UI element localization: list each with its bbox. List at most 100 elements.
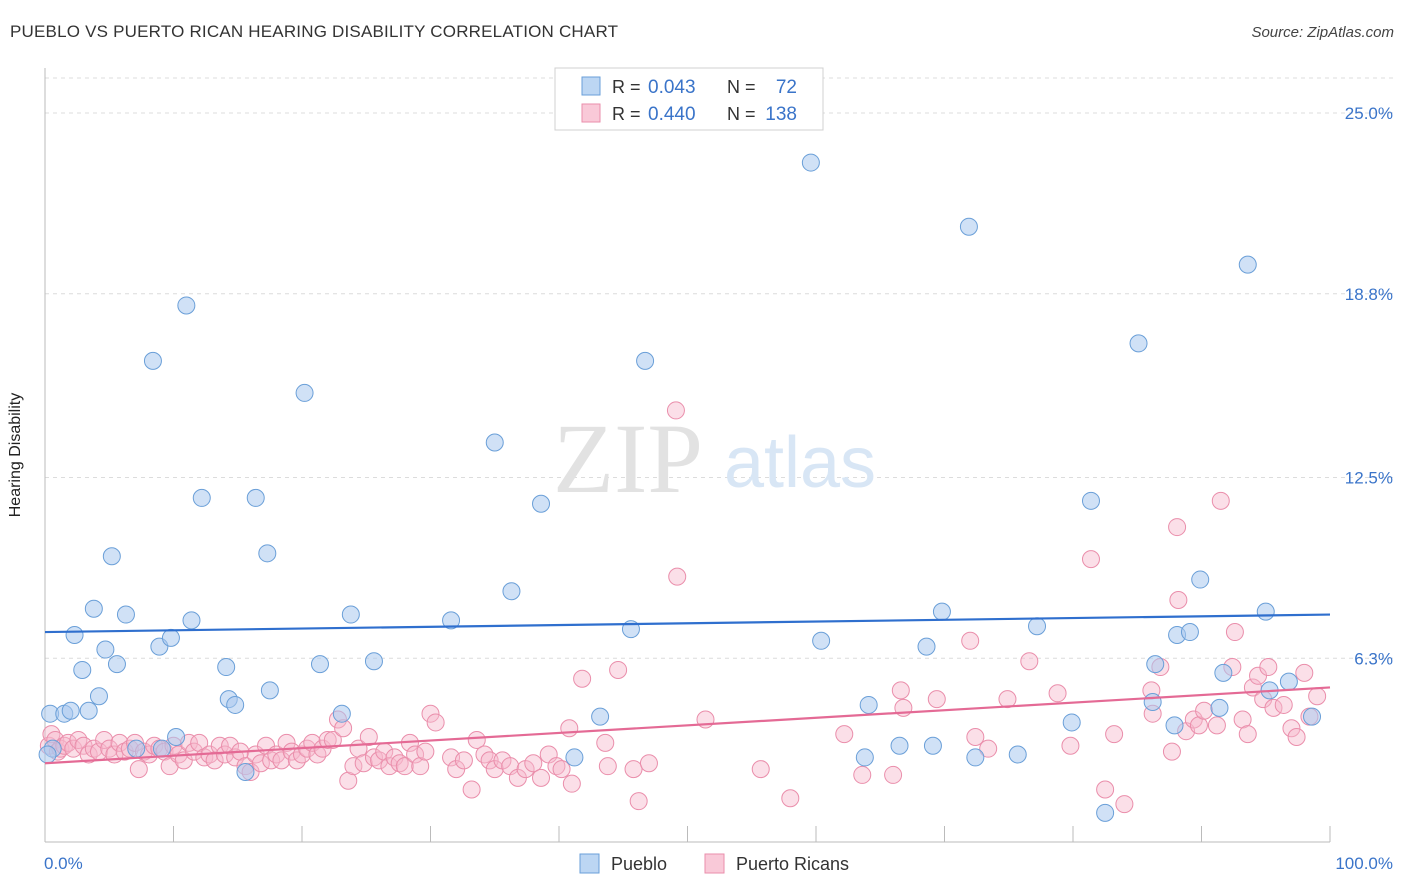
pueblo-point (182, 611, 201, 630)
legend-r-value-2: 0.440 (648, 104, 696, 125)
puerto-ricans-point (1287, 728, 1306, 747)
puerto-ricans-point (262, 751, 281, 770)
puerto-ricans-point (282, 742, 301, 761)
puerto-ricans-point (390, 754, 409, 773)
series-legend-puerto-ricans: Puerto Ricans (736, 854, 849, 874)
pueblo-point (192, 488, 211, 507)
puerto-ricans-point (1295, 663, 1314, 682)
watermark-atlas: atlas (724, 423, 876, 503)
pueblo-point (1165, 716, 1184, 735)
puerto-ricans-point (668, 567, 687, 586)
y-tick-labels: 6.3% 12.5% 18.8% 25.0% (1345, 104, 1393, 668)
pueblo-point (96, 640, 115, 659)
puerto-ricans-point (129, 760, 148, 779)
pueblo-point (364, 652, 383, 671)
puerto-ricans-point (323, 730, 342, 749)
puerto-ricans-point (475, 745, 494, 764)
puerto-ricans-point (532, 768, 551, 787)
puerto-ricans-point (221, 736, 240, 755)
y-tick-label: 25.0% (1345, 104, 1393, 123)
puerto-ricans-point (454, 751, 473, 770)
puerto-ricans-point (966, 728, 985, 747)
puerto-ricans-point (406, 745, 425, 764)
puerto-ricans-point (1020, 652, 1039, 671)
series-legend: Pueblo Puerto Ricans (579, 853, 849, 874)
puerto-ricans-point (1195, 701, 1214, 720)
pueblo-point (932, 602, 951, 621)
pueblo-point (855, 748, 874, 767)
pueblo-point (1279, 672, 1298, 691)
x-tick-max: 100.0% (1335, 854, 1393, 873)
pueblo-point (260, 681, 279, 700)
pueblo-point (532, 494, 551, 513)
puerto-ricans-point (421, 704, 440, 723)
puerto-ricans-point (185, 742, 204, 761)
puerto-ricans-point (480, 751, 499, 770)
pueblo-point (177, 296, 196, 315)
pueblo-point (636, 351, 655, 370)
puerto-ricans-point (781, 789, 800, 808)
pueblo-point (127, 739, 146, 758)
pueblo-point (442, 611, 461, 630)
puerto-ricans-point (884, 765, 903, 784)
puerto-ricans-point (1282, 719, 1301, 738)
pueblo-point (1096, 803, 1115, 822)
puerto-ricans-point (251, 754, 270, 773)
legend-n-label-2: N = (727, 104, 756, 124)
puerto-ricans-point (1081, 550, 1100, 569)
series-legend-pr-swatch (704, 853, 725, 874)
puerto-ricans-point (1061, 736, 1080, 755)
puerto-ricans-point (573, 669, 592, 688)
puerto-ricans-point (1096, 780, 1115, 799)
pueblo-point (1062, 713, 1081, 732)
pueblo-point (161, 628, 180, 647)
puerto-ricans-point (853, 765, 872, 784)
puerto-ricans-point (1308, 687, 1327, 706)
puerto-ricans-point (979, 739, 998, 758)
puerto-ricans-point (751, 760, 770, 779)
pueblo-point (1008, 745, 1027, 764)
pueblo-point (217, 658, 236, 677)
pueblo-point (1214, 663, 1233, 682)
puerto-ricans-point (205, 751, 224, 770)
pueblo-point (89, 687, 108, 706)
pueblo-point (79, 701, 98, 720)
pueblo-point (1238, 255, 1257, 274)
puerto-ricans-point (629, 792, 648, 811)
pueblo-point (246, 488, 265, 507)
legend-r-label-1: R = (612, 77, 641, 97)
pueblo-point (236, 763, 255, 782)
puerto-ricans-point (339, 771, 358, 790)
pueblo-point (917, 637, 936, 656)
pueblo-point (591, 707, 610, 726)
series-legend-pueblo: Pueblo (611, 854, 667, 874)
puerto-ricans-point (552, 760, 571, 779)
legend-r-label-2: R = (612, 104, 641, 124)
puerto-ricans-point (215, 745, 234, 764)
puerto-ricans-point (1168, 518, 1187, 537)
puerto-ricans-point (210, 736, 229, 755)
puerto-ricans-point (1207, 716, 1226, 735)
puerto-ricans-point (1211, 491, 1230, 510)
puerto-ricans-point (64, 739, 83, 758)
puerto-ricans-point (1048, 684, 1067, 703)
pueblo-point (1256, 602, 1275, 621)
stats-legend: R = 0.043 N = 72 R = 0.440 N = 138 (554, 67, 824, 131)
pueblo-point (1146, 655, 1165, 674)
pueblo-point (565, 748, 584, 767)
legend-n-label-1: N = (727, 77, 756, 97)
puerto-ricans-point (1238, 725, 1257, 744)
pueblo-point (310, 655, 329, 674)
puerto-ricans-point (1162, 742, 1181, 761)
chart-title: PUEBLO VS PUERTO RICAN HEARING DISABILIT… (10, 22, 619, 41)
pueblo-point (1180, 623, 1199, 642)
pueblo-point (116, 605, 135, 624)
pueblo-point (890, 736, 909, 755)
pueblo-point (84, 599, 103, 618)
pueblo-point (923, 736, 942, 755)
puerto-ricans-point (293, 745, 311, 764)
puerto-ricans-point (562, 774, 581, 793)
puerto-ricans-point (110, 733, 129, 752)
puerto-ricans-point (95, 730, 114, 749)
puerto-ricans-point (624, 760, 643, 779)
